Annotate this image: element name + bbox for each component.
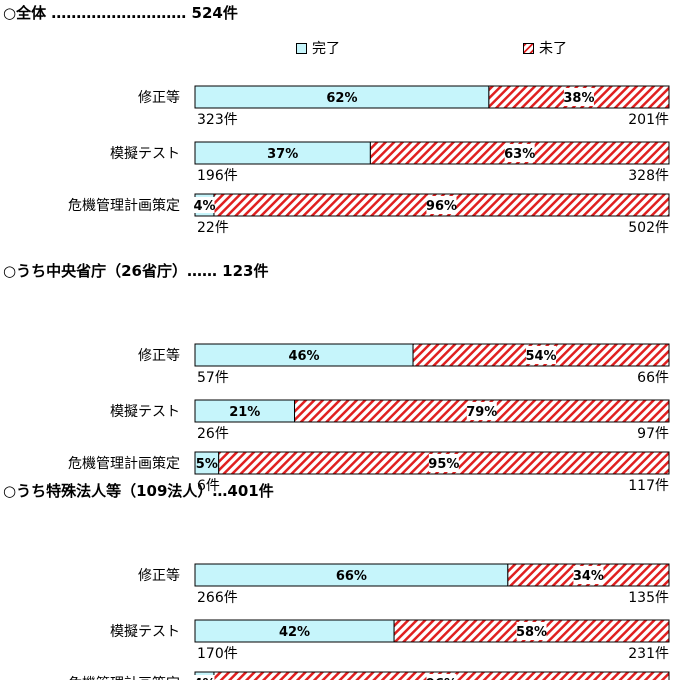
legend: 完了 未了 <box>296 38 616 58</box>
count-todo: 66件 <box>637 370 669 386</box>
bar-done-percent: 37% <box>267 147 298 162</box>
count-todo: 135件 <box>628 590 669 606</box>
section-title: ○うち中央省庁（26省庁）…… 123件 <box>3 262 269 280</box>
legend-label-todo: 未了 <box>539 41 567 57</box>
category-label: 模擬テスト <box>110 624 180 640</box>
bar-done-percent: 4% <box>193 199 215 214</box>
category-label: 修正等 <box>138 567 180 584</box>
bar-done-label-bg <box>230 403 259 419</box>
bar-todo-label-bg <box>466 402 497 420</box>
count-todo: 117件 <box>628 478 669 494</box>
bar-todo-percent: 34% <box>573 569 604 584</box>
bar-done-percent: 21% <box>229 405 260 420</box>
legend-item-done: 完了 <box>296 38 340 58</box>
bar-todo-percent: 38% <box>563 91 594 106</box>
legend-label-done: 完了 <box>312 41 340 57</box>
category-label: 修正等 <box>138 89 180 106</box>
legend-item-todo: 未了 <box>523 38 567 58</box>
count-todo: 201件 <box>628 112 669 128</box>
bar-done-label-bg <box>194 675 215 680</box>
bar-todo-label-bg <box>563 88 594 106</box>
count-done: 26件 <box>197 426 229 442</box>
bar-todo-label-bg <box>504 144 535 162</box>
bar-todo-label-bg <box>426 674 457 680</box>
bar-done-percent: 42% <box>279 625 310 640</box>
bar-todo-label-bg <box>526 346 557 364</box>
bar-done-label-bg <box>280 623 309 639</box>
bar-done-label-bg <box>194 197 215 213</box>
category-label: 危機管理計画策定 <box>68 455 180 472</box>
count-todo: 502件 <box>628 220 669 236</box>
count-done: 22件 <box>197 220 229 236</box>
bar-todo-percent: 95% <box>428 457 459 472</box>
bar-todo-percent: 96% <box>426 677 457 680</box>
bar-todo-percent: 79% <box>466 405 497 420</box>
count-todo: 97件 <box>637 426 669 442</box>
count-done: 266件 <box>197 590 238 606</box>
bar-todo-label-bg <box>426 196 457 214</box>
count-todo: 231件 <box>628 646 669 662</box>
legend-swatch-todo <box>523 42 534 54</box>
bar-done-percent: 46% <box>288 349 319 364</box>
bar-done-percent: 62% <box>326 91 357 106</box>
bar-todo-label-bg <box>428 454 459 472</box>
bar-done-percent: 5% <box>196 457 218 472</box>
count-todo: 328件 <box>628 168 669 184</box>
category-label: 危機管理計画策定 <box>68 197 180 214</box>
bar-done-label-bg <box>337 567 366 583</box>
legend-swatch-done <box>296 42 307 54</box>
bar-todo-percent: 63% <box>504 147 535 162</box>
category-label: 模擬テスト <box>110 146 180 162</box>
bar-todo-percent: 96% <box>426 199 457 214</box>
count-done: 170件 <box>197 646 238 662</box>
count-done: 196件 <box>197 168 238 184</box>
count-done: 323件 <box>197 112 238 128</box>
bar-done-label-bg <box>290 347 319 363</box>
category-label: 模擬テスト <box>110 404 180 420</box>
bar-done-percent: 66% <box>336 569 367 584</box>
category-label: 修正等 <box>138 347 180 364</box>
section-title: ○全体 ……………………… 524件 <box>3 4 238 22</box>
bar-todo-percent: 54% <box>525 349 556 364</box>
count-done: 6件 <box>197 478 220 494</box>
bar-done-label-bg <box>196 455 217 471</box>
category-label: 危機管理計画策定 <box>68 675 180 680</box>
bar-done-label-bg <box>327 89 356 105</box>
bar-done-label-bg <box>268 145 297 161</box>
section-title: ○うち特殊法人等（109法人）…401件 <box>3 482 274 500</box>
bar-done-percent: 4% <box>193 677 215 680</box>
bar-todo-label-bg <box>516 622 547 640</box>
bar-todo-percent: 58% <box>516 625 547 640</box>
bar-todo-label-bg <box>573 566 604 584</box>
count-done: 57件 <box>197 370 229 386</box>
